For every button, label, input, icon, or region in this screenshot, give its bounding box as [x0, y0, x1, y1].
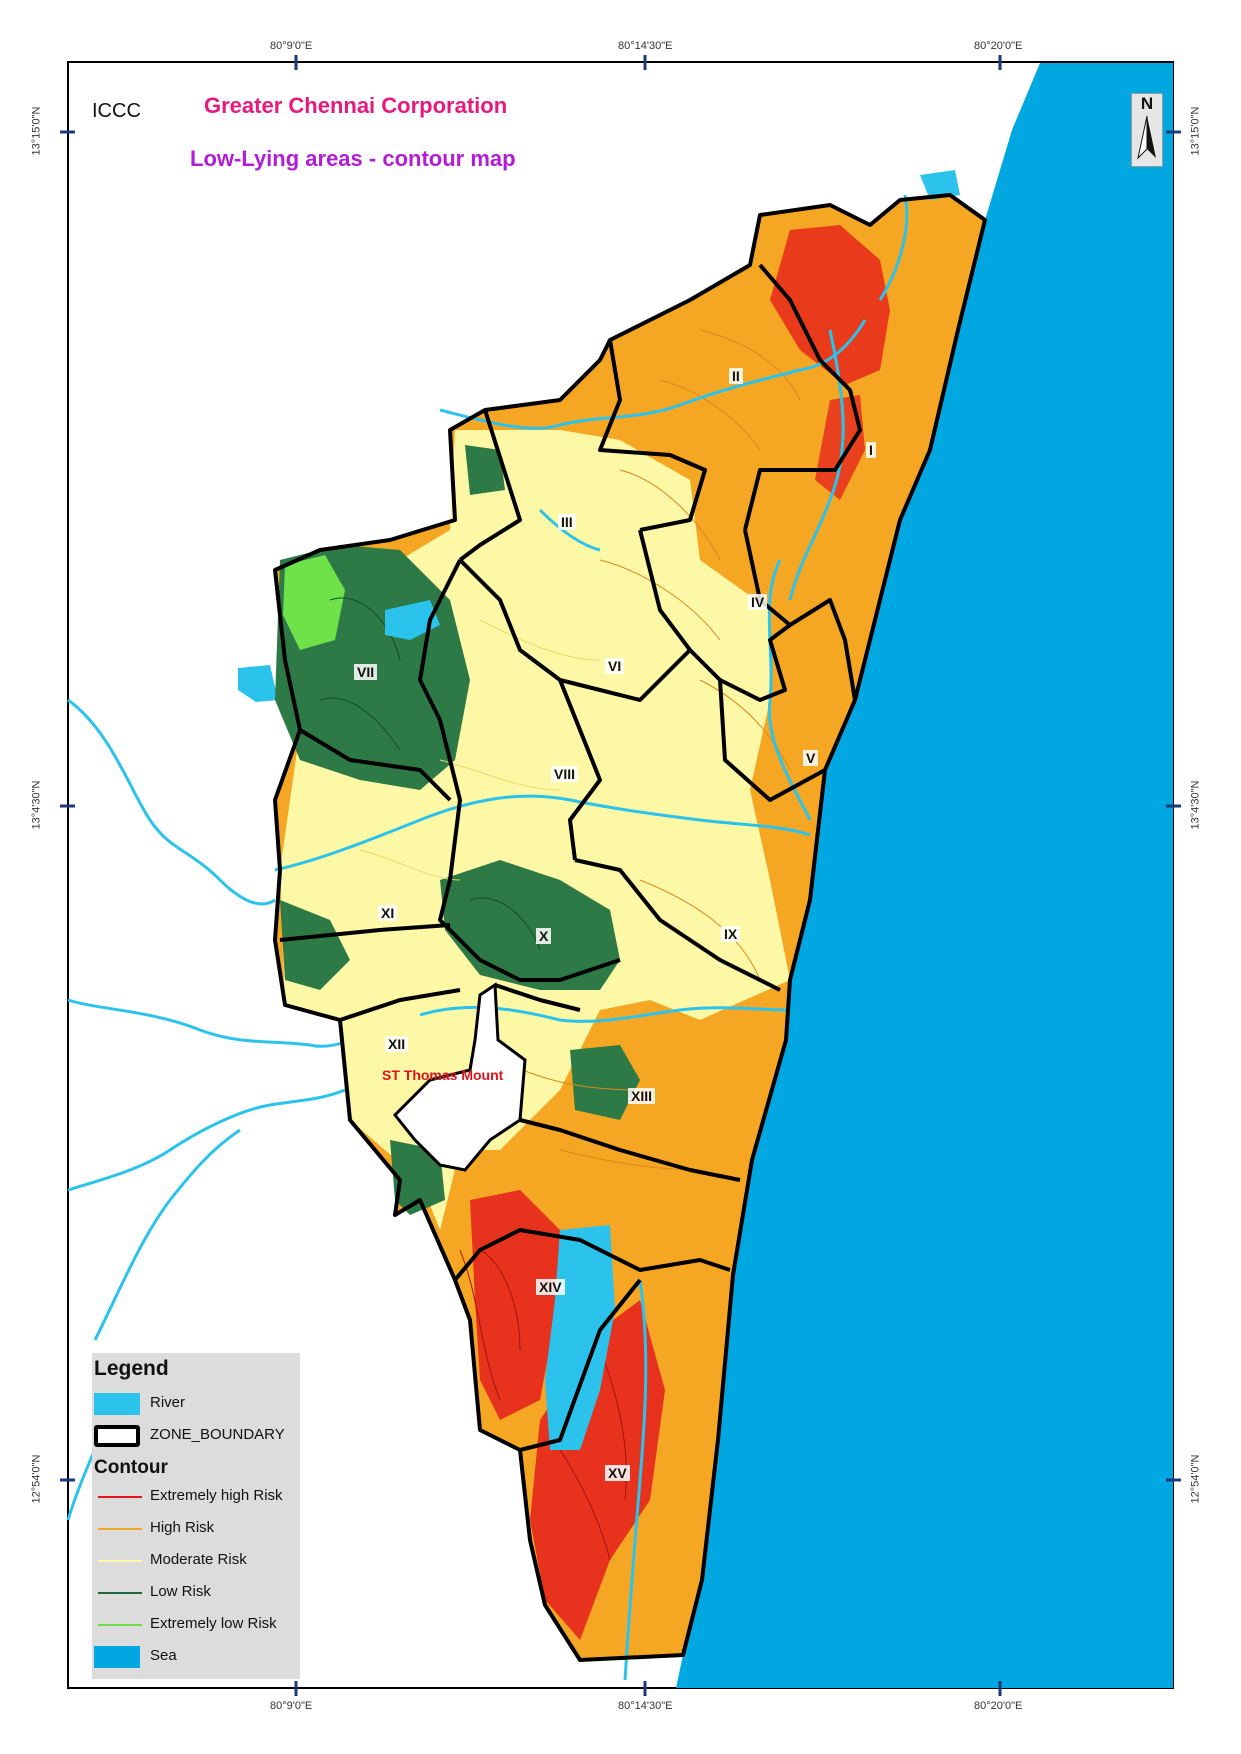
- zone-label-v: V: [803, 750, 819, 766]
- zone-label-vi: VI: [605, 658, 625, 674]
- legend-high-label: High Risk: [150, 1519, 215, 1536]
- legend-row-river: River: [94, 1391, 298, 1415]
- extremely-low-risk-area: [283, 555, 345, 650]
- zone-label-vii: VII: [354, 664, 378, 680]
- zone-boundary-swatch: [94, 1425, 140, 1447]
- zone-label-ii: II: [729, 368, 743, 384]
- legend-extremely-low-label: Extremely low Risk: [150, 1615, 277, 1632]
- low-risk-area-north: [465, 445, 505, 495]
- legend-sea-label: Sea: [150, 1647, 177, 1664]
- low-risk-area-sw: [280, 900, 350, 990]
- zone-label-i: I: [866, 442, 876, 458]
- legend-row-low: Low Risk: [94, 1580, 298, 1604]
- north-arrow-icon: [1137, 115, 1156, 160]
- legend-row-sea: Sea: [94, 1644, 298, 1668]
- city-rivers: [274, 194, 909, 1681]
- coord-left-2: 13°4'30"N: [30, 780, 43, 830]
- map-subtitle: Low-Lying areas - contour map: [190, 146, 516, 171]
- coord-top-2: 80°14'30"E: [618, 40, 673, 52]
- legend-row-high: High Risk: [94, 1516, 298, 1540]
- north-label: N: [1140, 94, 1154, 113]
- st-thomas-mount-area: [392, 982, 527, 1172]
- zone-label-iv: IV: [748, 594, 768, 610]
- zone-label-xiii: XIII: [628, 1088, 656, 1104]
- extremely-high-risk-area-north: [770, 225, 890, 385]
- sea-swatch: [94, 1646, 140, 1668]
- zone-label-ix: IX: [721, 926, 741, 942]
- coord-bottom-1: 80°9'0"E: [270, 1700, 313, 1712]
- lake-north: [920, 170, 960, 200]
- zone-label-x: X: [536, 928, 552, 944]
- extremely-high-risk-area-xiv: [470, 1190, 560, 1420]
- legend-row-extremely-low: Extremely low Risk: [94, 1612, 298, 1636]
- legend-contour-title: Contour: [94, 1457, 168, 1478]
- sea-area: [676, 63, 1173, 1688]
- river-swatch: [94, 1393, 140, 1415]
- zone-boundaries: [273, 193, 987, 1662]
- outer-lake: [238, 665, 278, 702]
- legend-row-zone-boundary: ZONE_BOUNDARY: [94, 1423, 298, 1447]
- legend-title: Legend: [94, 1357, 169, 1380]
- legend-low-label: Low Risk: [150, 1583, 211, 1600]
- coord-right-3: 12°54'0"N: [1189, 1454, 1202, 1504]
- legend-moderate-label: Moderate Risk: [150, 1551, 247, 1568]
- zone-label-viii: VIII: [551, 766, 579, 782]
- lake-vii: [385, 600, 440, 640]
- coord-bottom-2: 80°14'30"E: [618, 1700, 673, 1712]
- extremely-high-risk-line: [98, 1496, 142, 1498]
- low-risk-area-south: [570, 1045, 640, 1120]
- zone-label-xiv: XIV: [536, 1279, 565, 1295]
- low-risk-area-central: [440, 860, 620, 990]
- zone-label-xi: XI: [378, 905, 398, 921]
- legend-row-moderate: Moderate Risk: [94, 1548, 298, 1572]
- north-arrow: N: [1131, 93, 1163, 167]
- coord-top-1: 80°9'0"E: [270, 40, 313, 52]
- high-risk-line: [98, 1528, 142, 1530]
- zone-label-xv: XV: [605, 1465, 630, 1481]
- legend-zone-boundary-label: ZONE_BOUNDARY: [150, 1426, 285, 1443]
- coord-left-1: 13°15'0"N: [30, 106, 43, 156]
- zone-label-iii: III: [558, 514, 576, 530]
- extremely-low-risk-line: [98, 1624, 142, 1626]
- moderate-risk-line: [98, 1560, 142, 1562]
- legend-row-extremely-high: Extremely high Risk: [94, 1484, 298, 1508]
- st-thomas-mount-label: ST Thomas Mount: [382, 1067, 504, 1083]
- graticule-ticks: [60, 55, 1181, 1696]
- extremely-high-risk-area-i: [815, 395, 865, 500]
- low-risk-area-xii: [390, 1140, 445, 1215]
- org-label: ICCC: [92, 100, 141, 122]
- coord-top-3: 80°20'0"E: [974, 40, 1023, 52]
- coord-bottom-3: 80°20'0"E: [974, 1700, 1023, 1712]
- legend: Legend River ZONE_BOUNDARY Contour Extre…: [92, 1353, 300, 1679]
- legend-extremely-high-label: Extremely high Risk: [150, 1487, 283, 1504]
- coord-left-3: 12°54'0"N: [30, 1454, 43, 1504]
- zone-label-xii: XII: [385, 1036, 409, 1052]
- map-title: Greater Chennai Corporation: [204, 93, 508, 118]
- coord-right-2: 13°4'30"N: [1189, 780, 1202, 830]
- coord-right-1: 13°15'0"N: [1189, 106, 1202, 156]
- legend-river-label: River: [150, 1394, 186, 1411]
- low-risk-line: [98, 1592, 142, 1594]
